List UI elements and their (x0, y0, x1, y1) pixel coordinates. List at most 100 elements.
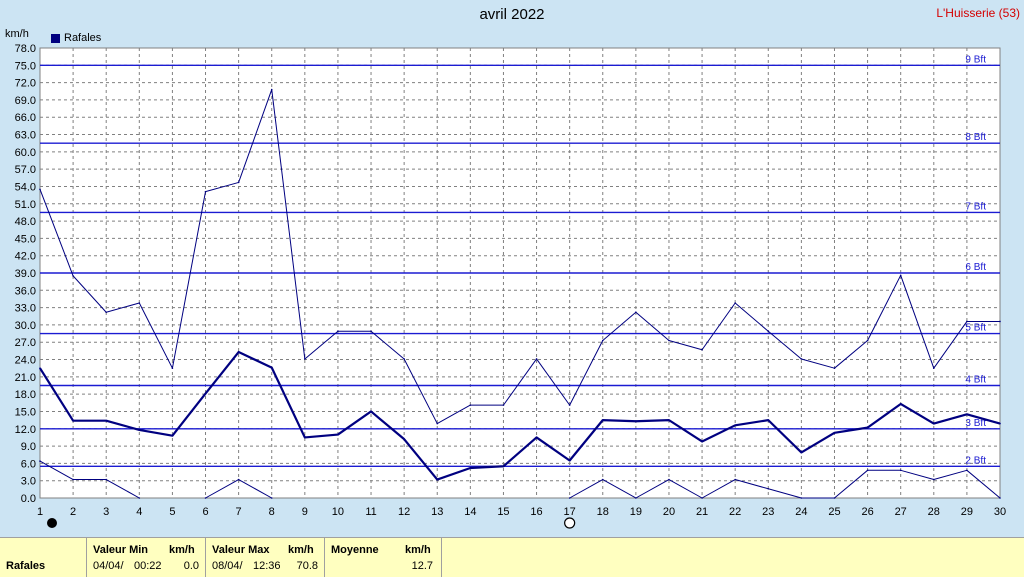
x-tick-label: 26 (861, 506, 873, 518)
data-point-mean (866, 426, 869, 429)
wind-gust-chart: 2 Bft 3 Bft 4 Bft 5 Bft 6 Bft 7 Bft 8 Bft 9 Bft… (15, 43, 1006, 529)
mean-unit: km/h (405, 544, 431, 556)
data-point-max (72, 275, 74, 277)
series-line-min (569, 469, 1001, 499)
data-point-max (204, 190, 207, 193)
x-tick-label: 28 (928, 506, 940, 518)
x-tick-label: 15 (497, 506, 509, 518)
data-point-mean (270, 366, 273, 369)
x-tick-label: 18 (597, 506, 609, 518)
y-tick-label: 24.0 (15, 355, 36, 367)
y-tick-label: 54.0 (15, 181, 36, 193)
data-point-mean (668, 419, 670, 421)
data-point-mean (932, 422, 935, 425)
y-tick-label: 75.0 (15, 60, 36, 72)
y-tick-label: 66.0 (15, 112, 36, 124)
data-point-min (668, 478, 670, 481)
data-point-min (72, 478, 74, 481)
data-point-mean (39, 367, 41, 369)
data-point-min (237, 478, 240, 481)
x-tick-label: 4 (136, 506, 142, 518)
full-moon-icon (564, 517, 576, 529)
data-point-min (899, 469, 902, 472)
series-line-min (39, 460, 140, 499)
max-unit: km/h (288, 544, 314, 556)
max-header: Valeur Max (212, 544, 270, 556)
data-point-max (105, 311, 108, 314)
mean-header: Moyenne (331, 544, 379, 556)
data-point-mean (767, 419, 770, 421)
data-point-max (999, 320, 1001, 323)
data-point-max (337, 330, 339, 333)
summary-max-cell: Valeur Max km/h 08/04/ 12:36 70.8 (206, 538, 325, 577)
x-tick-label: 2 (70, 506, 76, 518)
series-line-mean (39, 350, 1001, 481)
data-point-mean (535, 436, 538, 439)
data-point-mean (601, 419, 604, 421)
y-tick-label: 18.0 (15, 389, 36, 401)
y-tick-label: 0.0 (21, 493, 36, 505)
data-point-mean (800, 451, 803, 454)
data-point-max (39, 188, 41, 191)
x-tick-label: 8 (269, 506, 275, 518)
x-tick-label: 16 (530, 506, 542, 518)
max-time: 12:36 (253, 560, 281, 572)
data-point-max (668, 339, 670, 342)
x-axis-tick-labels: 1 2 3 4 5 6 7 8 9 10 11 12 13 14 15 16 17 18 19 20 21 22 23 24 2… (37, 506, 1006, 518)
data-point-mean (502, 465, 505, 468)
x-tick-label: 20 (663, 506, 675, 518)
data-point-min (701, 497, 703, 499)
summary-min-cell: Valeur Min km/h 04/04/ 00:22 0.0 (87, 538, 206, 577)
new-moon-icon (47, 518, 57, 528)
data-point-mean (469, 467, 472, 469)
y-tick-label: 15.0 (15, 406, 36, 418)
x-tick-label: 23 (762, 506, 774, 518)
x-tick-label: 12 (398, 506, 410, 518)
data-point-mean (734, 424, 736, 427)
data-point-max (701, 348, 703, 351)
data-point-max (866, 339, 869, 342)
summary-row-label: Rafales (6, 560, 46, 572)
bft-label: 6 Bft (965, 262, 986, 273)
data-point-max (601, 339, 604, 342)
x-tick-label: 11 (365, 506, 376, 518)
y-tick-label: 45.0 (15, 233, 36, 245)
y-tick-label: 12.0 (15, 424, 36, 436)
legend-label: Rafales (64, 32, 102, 44)
data-point-max (370, 330, 372, 333)
data-point-min (204, 497, 207, 499)
data-point-max (436, 422, 439, 425)
x-tick-label: 22 (729, 506, 741, 518)
data-point-min (270, 497, 273, 499)
data-point-mean (635, 420, 637, 423)
data-point-min (767, 487, 770, 490)
x-tick-label: 14 (464, 506, 476, 518)
data-point-mean (370, 410, 372, 413)
y-axis-unit: km/h (5, 28, 29, 40)
x-tick-label: 30 (994, 506, 1006, 518)
x-tick-label: 7 (236, 506, 242, 518)
y-tick-label: 39.0 (15, 268, 36, 280)
series-lines (39, 88, 1001, 499)
data-point-max (635, 311, 637, 314)
mean-value: 12.7 (411, 560, 433, 572)
y-tick-label: 21.0 (15, 372, 36, 384)
data-point-max (138, 302, 141, 304)
data-point-min (999, 497, 1001, 499)
bft-label: 3 Bft (965, 418, 986, 429)
x-tick-label: 24 (795, 506, 807, 518)
bft-label: 7 Bft (965, 201, 986, 212)
data-point-mean (966, 413, 968, 416)
data-point-mean (171, 434, 174, 437)
x-tick-label: 27 (895, 506, 907, 518)
data-point-min (734, 478, 736, 481)
y-tick-label: 60.0 (15, 147, 36, 159)
bft-label: 4 Bft (965, 375, 986, 386)
data-point-max (171, 367, 174, 369)
data-point-min (966, 469, 968, 472)
x-tick-label: 17 (564, 506, 576, 518)
legend-swatch (51, 33, 60, 43)
data-point-min (635, 497, 637, 499)
y-tick-label: 36.0 (15, 285, 36, 297)
x-tick-label: 19 (630, 506, 642, 518)
